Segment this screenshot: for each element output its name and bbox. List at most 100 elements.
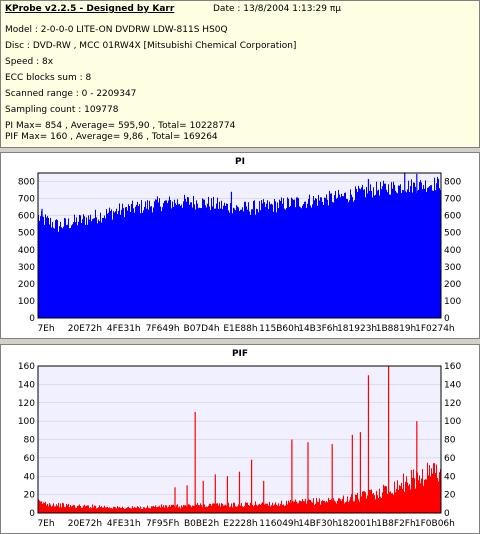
data-bar [243,211,244,318]
data-bar [256,208,257,318]
data-bar [317,205,318,318]
y-tick-label-right: 300 [444,263,461,273]
data-bar [262,203,263,318]
data-bar [281,197,282,318]
data-bar [117,505,118,513]
data-bar [268,209,269,318]
data-bar [321,197,322,318]
x-tick-label: 14B3F6h [298,324,338,334]
data-bar [127,210,128,318]
data-bar [338,189,339,318]
data-bar [151,506,152,513]
data-bar [353,501,354,513]
data-bar [191,506,192,513]
data-bar [132,200,133,318]
data-bar [91,221,92,318]
data-bar [87,505,88,513]
pif-chart: 0 0 20 20 40 40 60 60 80 80 100 100 120 120 140 140 160 1… [18,362,462,529]
data-bar [62,502,63,513]
data-bar [116,508,117,513]
data-bar [80,215,81,318]
data-bar [125,508,126,513]
data-bar [138,506,139,513]
data-bar [222,503,223,513]
data-bar [254,200,255,318]
data-bar [318,502,319,513]
data-bar [150,206,151,318]
data-bar [362,184,363,318]
data-bar [267,200,268,318]
data-bar [424,479,425,513]
data-bar [73,222,74,318]
data-bar [351,494,352,513]
data-bar [276,504,277,513]
data-bar [319,200,320,318]
data-bar [156,199,157,318]
data-bar [430,185,431,318]
data-bar [181,505,182,513]
data-bar [203,199,204,318]
data-bar [71,225,72,318]
x-tick-label: B07D4h [184,324,220,334]
data-bar [186,506,187,513]
data-bar [266,203,267,318]
data-bar [430,476,431,513]
data-bar [438,178,439,318]
data-bar [105,218,106,318]
data-bar [155,505,156,513]
data-bar [99,505,100,513]
data-bar [61,507,62,513]
x-tick-label: 14BF30h [298,519,338,529]
data-bar [280,201,281,318]
data-bar [421,182,422,318]
data-bar [353,201,354,318]
data-bar [375,499,376,513]
data-bar [160,206,161,318]
pi-chart: 0 0 100 100 200 200 300 300 400 400 500 500 600 600 70… [18,172,461,334]
data-bar [412,192,413,318]
data-bar [312,204,313,318]
data-bar [102,507,103,513]
data-bar [112,508,113,513]
data-bar [88,505,89,513]
data-bar [377,190,378,318]
data-bar [256,504,257,513]
data-bar [422,189,423,318]
data-bar [123,208,124,318]
data-bar [400,184,401,318]
data-bar [428,187,429,318]
data-bar [196,200,197,318]
data-bar [415,186,416,318]
data-bar [172,201,173,318]
data-bar [350,497,351,513]
data-bar [142,212,143,318]
data-bar [402,488,403,513]
data-bar [109,507,110,513]
data-bar [351,194,352,318]
data-bar [117,214,118,318]
y-tick-label-right: 0 [444,314,450,324]
data-bar [218,505,219,513]
data-bar [188,197,189,318]
data-bar [82,507,83,513]
data-bar [357,192,358,318]
y-tick-label-right: 100 [444,417,461,427]
data-bar [358,499,359,513]
data-bar [342,196,343,318]
data-bar [408,485,409,513]
data-bar [308,199,309,318]
data-bar [350,189,351,318]
data-bar [135,507,136,513]
data-bar [242,207,243,318]
data-bar [118,507,119,513]
data-bar [375,194,376,318]
data-bar [309,499,310,513]
pi-stats-line: PI Max= 854 , Average= 595,90 , Total= 1… [5,121,236,131]
data-bar [66,503,67,513]
info-panel: KProbe v2.2.5 - Designed by Karr Date : … [0,0,480,148]
data-bar [182,506,183,513]
data-bar [230,203,231,318]
data-bar [253,200,254,318]
x-tick-label: 20E72h [68,519,102,529]
data-bar [218,208,219,318]
